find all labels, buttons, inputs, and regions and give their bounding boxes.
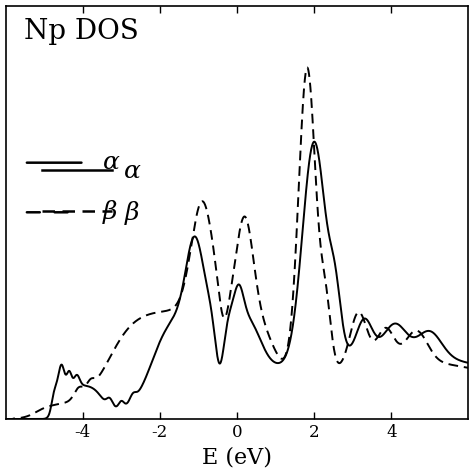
Text: β: β bbox=[103, 201, 117, 224]
X-axis label: E (eV): E (eV) bbox=[202, 447, 272, 468]
Text: Np DOS: Np DOS bbox=[24, 18, 139, 45]
Legend: α, β: α, β bbox=[32, 150, 151, 235]
Text: α: α bbox=[103, 151, 119, 174]
